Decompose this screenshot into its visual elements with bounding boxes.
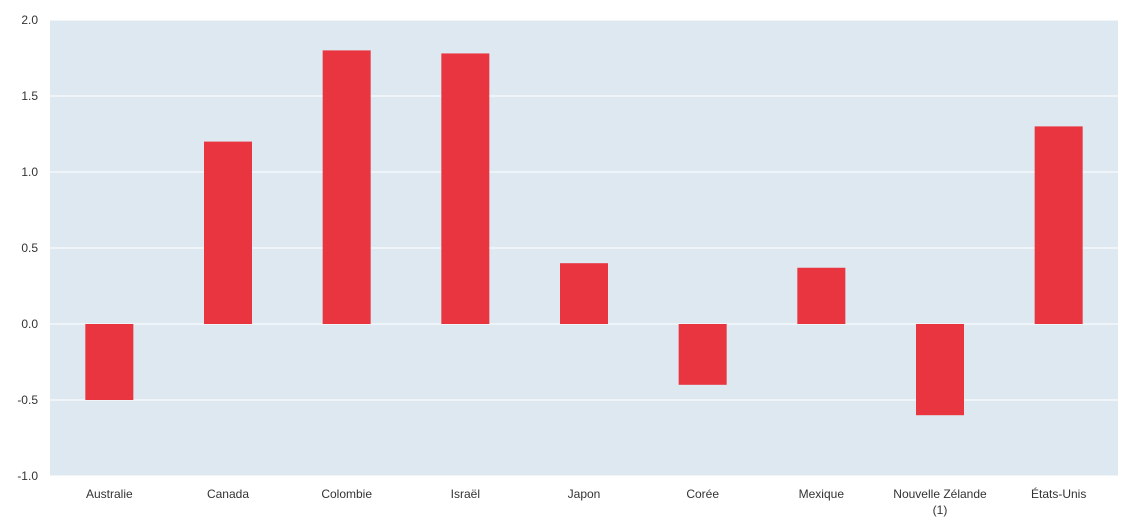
x-tick-label-line: Israël [451,487,480,501]
x-tick-label: États-Unis [1031,486,1086,501]
x-tick-label: Canada [207,487,249,501]
y-tick-label: 1.0 [21,165,38,179]
x-tick-label: Japon [568,487,601,501]
x-tick-label: Israël [451,487,480,501]
x-axis-labels: Australie Canada Colombie Israël Japon Corée M… [86,486,1086,517]
x-tick-label: Colombie [321,487,372,501]
bar [560,263,608,324]
y-tick-label: 0.5 [21,241,38,255]
bar [85,324,134,400]
y-axis-ticks: -1.0 -0.5 0.0 0.5 1.0 1.5 2.0 [17,13,38,483]
y-tick-label: 0.0 [21,317,38,331]
x-tick-label-line: (1) [933,503,948,517]
bar [797,267,846,324]
y-tick-label: 2.0 [21,13,38,27]
y-tick-label: -1.0 [17,469,38,483]
x-tick-label-line: Mexique [799,487,845,501]
x-tick-label-line: Corée [686,487,719,501]
x-tick-label-line: Japon [568,487,601,501]
bars [85,50,1083,416]
x-tick-label: Corée [686,487,719,501]
x-tick-label-line: États-Unis [1031,486,1086,501]
bar [204,141,252,324]
y-tick-label: -0.5 [17,393,38,407]
bar [678,324,727,385]
bar [1034,126,1083,325]
bar [916,324,964,416]
x-tick-label: Nouvelle Zélande (1) [893,487,987,517]
y-tick-label: 1.5 [21,89,38,103]
x-tick-label: Mexique [799,487,845,501]
x-tick-label-line: Canada [207,487,249,501]
bar [441,53,490,324]
x-tick-label-line: Nouvelle Zélande [893,487,987,501]
x-tick-label-line: Colombie [321,487,372,501]
x-tick-label: Australie [86,487,133,501]
x-tick-label-line: Australie [86,487,133,501]
bar [322,50,371,325]
